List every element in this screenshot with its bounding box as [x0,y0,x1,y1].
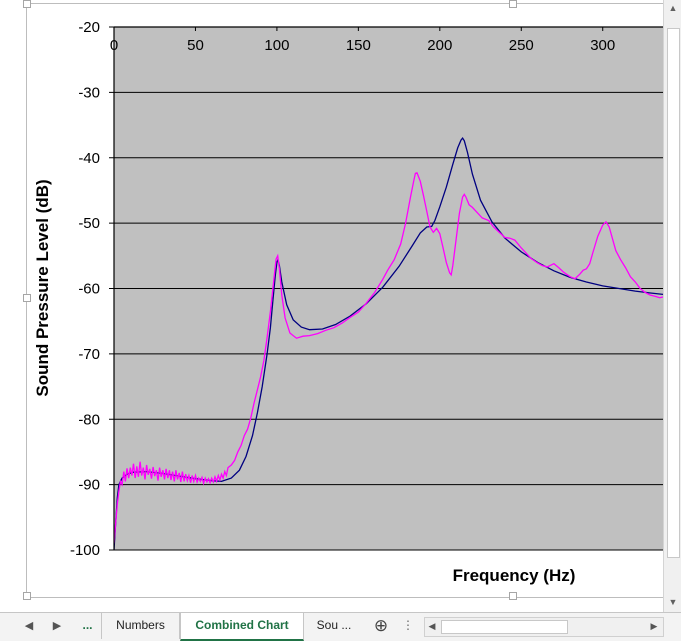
series-line-2 [114,171,663,544]
chart-resize-handle-top[interactable] [509,0,517,8]
vertical-scrollbar[interactable]: ▲ ▼ [663,0,681,612]
y-tick-label: -80 [78,411,100,428]
y-tick-label: -30 [78,84,100,101]
horizontal-scrollbar[interactable]: ◀ ▶ [424,617,664,637]
y-tick-label: -20 [78,19,100,36]
axes: -20 -30 -40 -50 -60 -70 -80 -90 -100 0 50 100 150 200… [70,19,663,559]
chart-resize-handle-left[interactable] [23,294,31,302]
y-axis-label: Sound Pressure Level (dB) [33,179,52,396]
prev-sheet-icon[interactable]: ◀ [24,620,34,632]
y-tick-label: -100 [70,542,100,559]
chart-resize-handle-bottom[interactable] [509,592,517,600]
sheet-options-icon[interactable]: ⋮ [402,618,414,632]
vertical-scroll-thumb[interactable] [667,28,680,558]
series-line-1 [114,136,663,550]
y-tick-label: -90 [78,477,100,494]
add-sheet-icon[interactable]: ⊕ [373,616,389,635]
next-sheet-icon[interactable]: ▶ [52,620,62,632]
x-tick-label: 0 [110,37,118,54]
x-tick-label: 50 [187,37,204,54]
x-axis-label: Frequency (Hz) [453,566,576,585]
chart-resize-handle-top-left[interactable] [23,0,31,8]
more-sheets-button[interactable]: ... [74,613,102,639]
sheet-tab-bar: ◀ ▶ ... Numbers Combined Chart Sou ... ⊕… [0,612,681,641]
horizontal-scroll-thumb[interactable] [441,620,568,634]
chart-svg: -20 -30 -40 -50 -60 -70 -80 -90 -100 0 50 100 150 200… [33,19,663,585]
x-tick-label: 300 [590,37,615,54]
y-tick-label: -40 [78,150,100,167]
y-tick-label: -50 [78,215,100,232]
tab-combined-chart[interactable]: Combined Chart [180,613,304,641]
x-tick-label: 100 [264,37,289,54]
x-tick-label: 200 [427,37,452,54]
x-tick-label: 150 [346,37,371,54]
tab-numbers[interactable]: Numbers [102,613,180,639]
series-group [114,136,663,550]
scroll-right-arrow-icon[interactable]: ▶ [650,621,658,631]
chart-resize-handle-bottom-left[interactable] [23,592,31,600]
tab-sou[interactable]: Sou ... [316,618,352,632]
y-tick-label: -70 [78,346,100,363]
scroll-left-arrow-icon[interactable]: ◀ [428,621,436,631]
y-tick-label: -60 [78,281,100,298]
x-tick-label: 250 [509,37,534,54]
scroll-up-arrow-icon[interactable]: ▲ [668,3,678,13]
scroll-down-arrow-icon[interactable]: ▼ [668,597,678,607]
worksheet-area: -20 -30 -40 -50 -60 -70 -80 -90 -100 0 50 100 150 200… [0,0,667,612]
